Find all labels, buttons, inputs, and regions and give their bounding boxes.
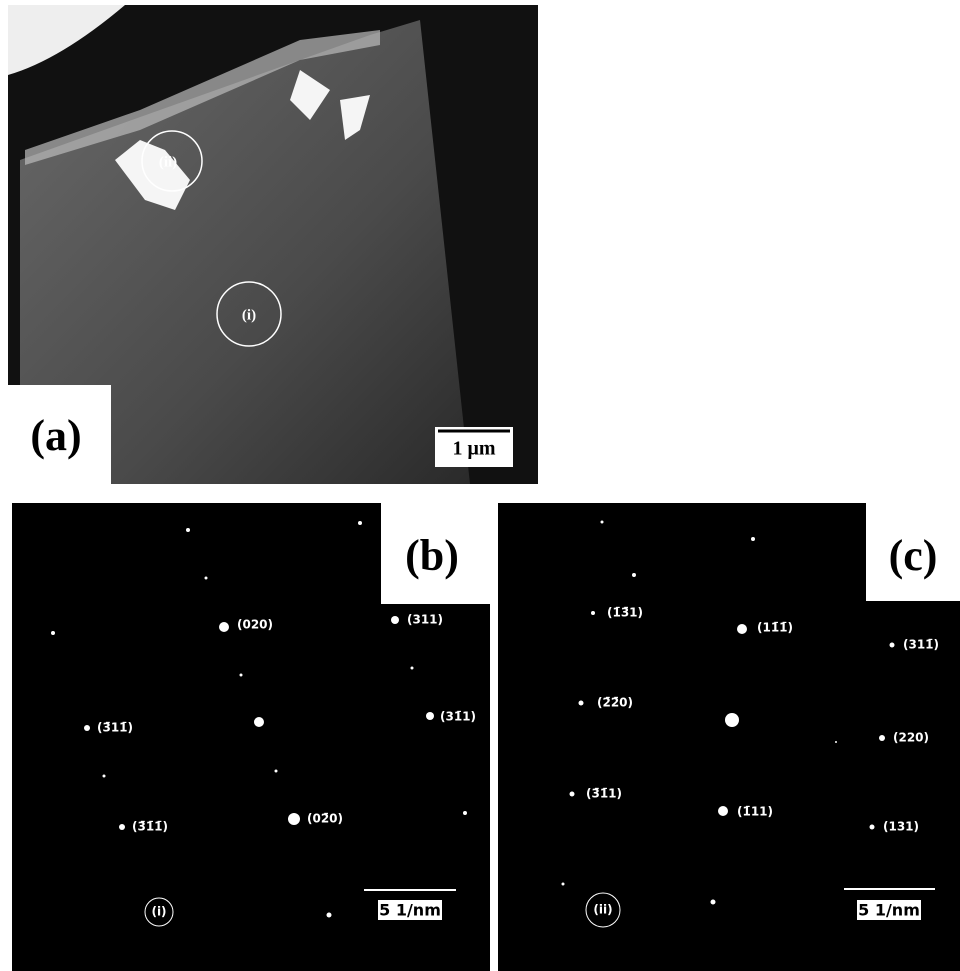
spot-label: (3̄11̄) (97, 721, 133, 735)
spot-label: (131) (883, 820, 919, 834)
spot-label: (311̄) (903, 638, 939, 652)
spot-label: (311) (407, 613, 443, 627)
panel-label: (b) (405, 531, 459, 580)
region-label: (ii) (593, 903, 612, 917)
spot-label: (2̄2̄0) (597, 696, 633, 710)
spot-label: (11̄1̄) (757, 621, 793, 635)
spot-label: (020) (237, 618, 273, 632)
panel-label: (a) (30, 411, 81, 460)
figure: (ii) (i) (a) 1 μm (020) (311) (3̄11̄) (3… (0, 0, 960, 971)
scale-label: 5 1/nm (858, 901, 920, 920)
page: (ii) (i) (a) 1 μm (020) (311) (3̄11̄) (3… (0, 0, 960, 971)
spot-label: (02̄0) (307, 812, 343, 826)
panel-label: (c) (889, 531, 938, 580)
spot-label: (1̄3̄1) (607, 606, 643, 620)
panel-c: (1̄3̄1) (11̄1̄) (311̄) (2̄2̄0) (220) (3̄… (498, 503, 960, 971)
region-label: (i) (151, 905, 166, 919)
region-label: (i) (242, 307, 256, 323)
spot-label: (220) (893, 731, 929, 745)
spot-label: (3̄1̄1) (586, 787, 622, 801)
panel-a: (ii) (i) (a) 1 μm (8, 5, 538, 484)
spot-label: (3̄1̄1̄) (132, 820, 168, 834)
scale-label: 1 μm (453, 438, 496, 460)
spot-label: (31̄1) (440, 710, 476, 724)
region-label: (ii) (159, 154, 177, 170)
spot-label: (1̄11) (737, 805, 773, 819)
panel-b: (020) (311) (3̄11̄) (31̄1) (3̄1̄1̄) (02̄… (12, 503, 490, 971)
scale-label: 5 1/nm (379, 901, 441, 920)
